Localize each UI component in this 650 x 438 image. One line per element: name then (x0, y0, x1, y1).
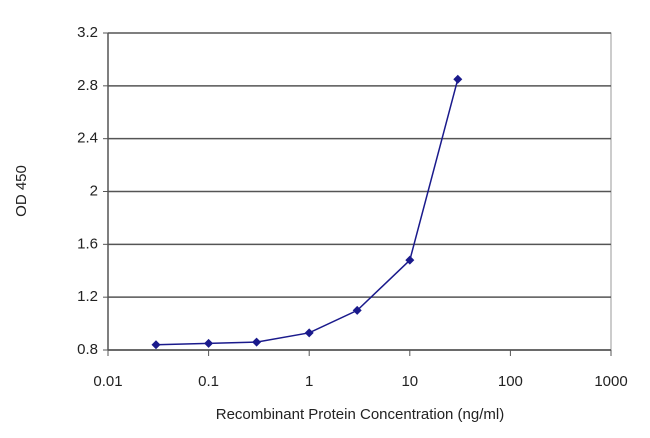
y-tick-label: 3.2 (77, 24, 98, 41)
y-tick-label: 2.4 (77, 130, 98, 147)
data-point (405, 255, 415, 265)
x-tick-label: 1000 (594, 373, 627, 390)
y-axis-label: OD 450 (13, 165, 30, 217)
data-point (453, 74, 463, 84)
data-point (204, 338, 214, 348)
y-tick-label: 2.8 (77, 77, 98, 94)
data-point (352, 305, 362, 315)
x-tick-label: 0.01 (93, 373, 122, 390)
x-tick-label: 100 (498, 373, 523, 390)
data-point (304, 328, 314, 338)
data-point (252, 337, 262, 347)
x-axis-label: Recombinant Protein Concentration (ng/ml… (216, 406, 504, 423)
data-point (151, 340, 161, 350)
y-tick-label: 2 (90, 182, 98, 199)
x-tick-label: 10 (401, 373, 418, 390)
x-tick-label: 0.1 (198, 373, 219, 390)
y-tick-label: 1.2 (77, 288, 98, 305)
y-tick-label: 0.8 (77, 341, 98, 358)
y-tick-label: 1.6 (77, 235, 98, 252)
x-tick-label: 1 (305, 373, 313, 390)
